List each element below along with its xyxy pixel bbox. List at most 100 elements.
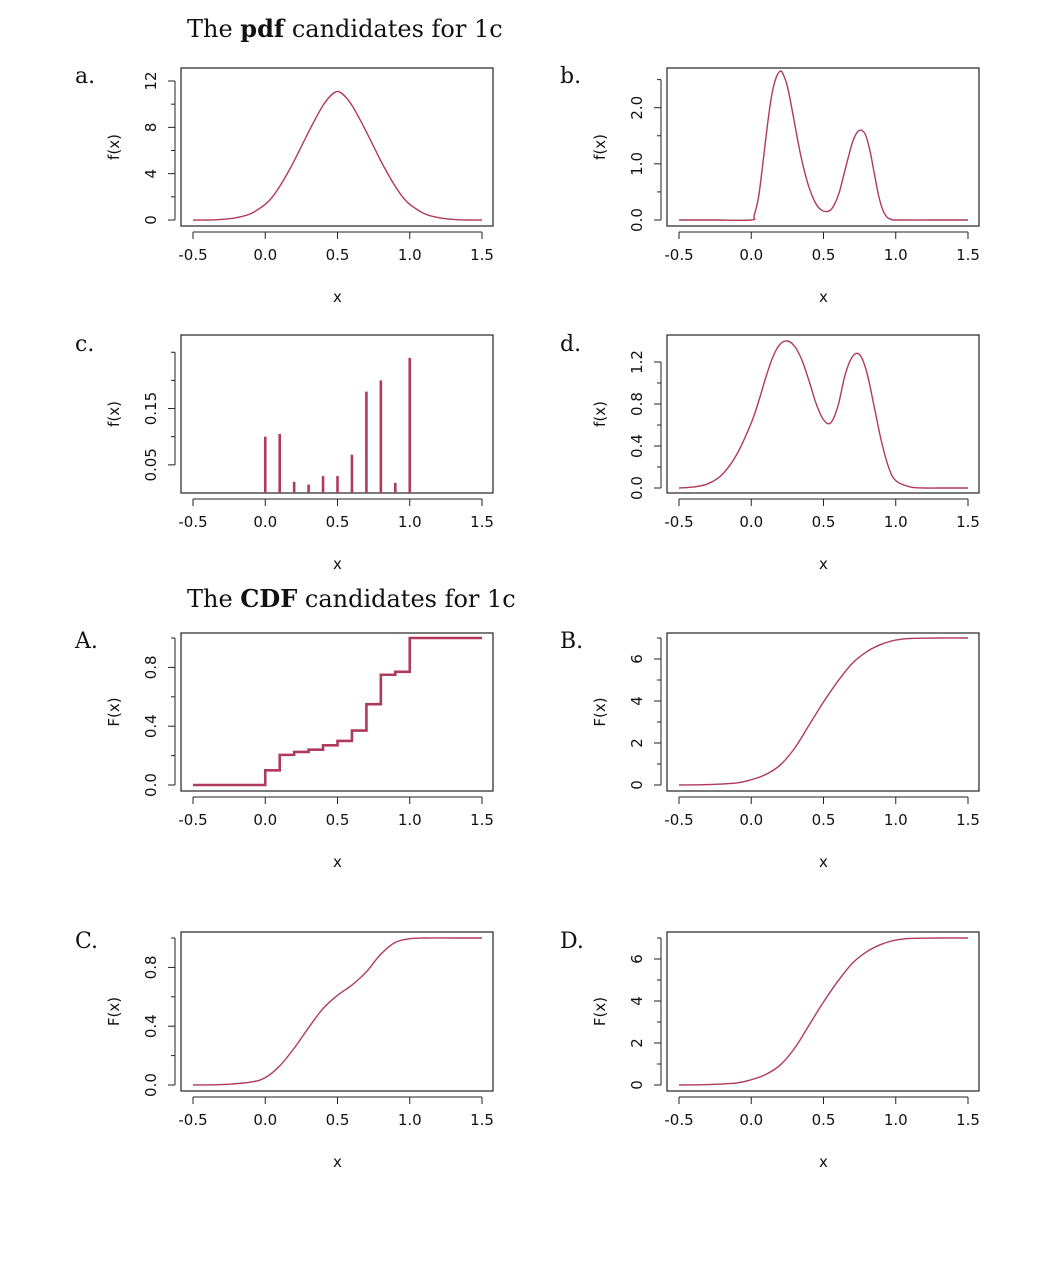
y-tick-label-C-1: 0.4 [142,1014,160,1038]
plot-frame-a [180,67,494,227]
x-tick-label-B-3: 1.0 [884,811,908,829]
y-axis-label-B: F(x) [591,697,609,726]
y-tick-label-b-2: 2.0 [628,96,646,120]
panel-letter-D: D. [560,929,584,954]
x-tick-label-c-2: 0.5 [326,513,350,531]
x-tick-label-b-0: -0.5 [664,246,693,264]
x-tick-label-B-4: 1.5 [956,811,980,829]
x-tick-label-C-2: 0.5 [326,1111,350,1129]
y-tick-label-D-2: 4 [628,996,646,1006]
x-tick-label-C-3: 1.0 [398,1111,422,1129]
y-tick-label-c-0: 0.05 [142,448,160,481]
x-tick-label-B-2: 0.5 [812,811,836,829]
x-tick-label-a-4: 1.5 [470,246,494,264]
y-tick-label-a-3: 12 [142,71,160,90]
x-tick-label-A-1: 0.0 [253,811,277,829]
plot-frame-C [180,931,494,1092]
cdf-section-heading: The CDF candidates for 1c [187,584,516,613]
y-tick-label-A-0: 0.0 [142,773,160,797]
x-axis-label-A: x [333,853,342,871]
x-tick-label-D-3: 1.0 [884,1111,908,1129]
y-tick-label-D-3: 6 [628,954,646,964]
x-axis-label-b: x [819,288,828,306]
pdf-heading-bold: pdf [240,14,285,43]
x-tick-label-D-0: -0.5 [664,1111,693,1129]
x-axis-label-d: x [819,555,828,573]
x-tick-label-d-4: 1.5 [956,513,980,531]
pdf-heading-prefix: The [187,15,241,43]
x-tick-label-D-1: 0.0 [739,1111,763,1129]
y-axis-label-b: f(x) [591,134,609,160]
panel-letter-C: C. [75,929,99,954]
pdf-heading-suffix: candidates for 1c [284,15,503,43]
x-tick-label-a-1: 0.0 [253,246,277,264]
y-tick-label-B-2: 4 [628,696,646,706]
x-tick-label-B-1: 0.0 [739,811,763,829]
step-curve-A [193,636,482,787]
x-tick-label-D-4: 1.5 [956,1111,980,1129]
x-tick-label-c-3: 1.0 [398,513,422,531]
y-axis-label-A: F(x) [105,697,123,726]
y-tick-label-a-1: 4 [142,169,160,179]
cdf-heading-prefix: The [187,585,241,613]
x-tick-label-b-3: 1.0 [884,246,908,264]
x-tick-label-c-0: -0.5 [178,513,207,531]
x-tick-label-a-3: 1.0 [398,246,422,264]
y-tick-label-d-1: 0.4 [628,434,646,458]
y-tick-label-C-0: 0.0 [142,1073,160,1097]
x-axis-label-c: x [333,555,342,573]
y-tick-label-a-0: 0 [142,215,160,225]
panel-letter-b: b. [560,64,582,89]
x-tick-label-C-1: 0.0 [253,1111,277,1129]
curve-b [679,70,968,222]
x-tick-label-b-1: 0.0 [739,246,763,264]
x-tick-label-A-3: 1.0 [398,811,422,829]
x-tick-label-a-0: -0.5 [178,246,207,264]
curve-d [678,340,968,489]
x-tick-label-d-1: 0.0 [739,513,763,531]
x-tick-label-c-1: 0.0 [253,513,277,531]
y-tick-label-B-0: 0 [628,780,646,790]
x-tick-label-d-0: -0.5 [664,513,693,531]
y-tick-label-b-1: 1.0 [628,152,646,176]
y-tick-label-D-0: 0 [628,1080,646,1090]
plot-frame-B [666,632,980,792]
x-tick-label-C-0: -0.5 [178,1111,207,1129]
y-axis-label-c: f(x) [105,401,123,427]
y-axis-label-d: f(x) [591,401,609,427]
y-tick-label-d-3: 1.2 [628,350,646,374]
y-tick-label-b-0: 0.0 [628,208,646,232]
x-tick-label-d-2: 0.5 [812,513,836,531]
pdf-section-heading: The pdf candidates for 1c [187,14,503,43]
panel-letter-a: a. [75,64,96,89]
x-tick-label-a-2: 0.5 [326,246,350,264]
x-axis-label-D: x [819,1153,828,1171]
x-axis-label-B: x [819,853,828,871]
x-tick-label-A-4: 1.5 [470,811,494,829]
panel-letter-A: A. [75,629,98,654]
x-tick-label-b-4: 1.5 [956,246,980,264]
x-tick-label-A-0: -0.5 [178,811,207,829]
y-tick-label-d-2: 0.8 [628,392,646,416]
x-tick-label-b-2: 0.5 [812,246,836,264]
y-tick-label-B-1: 2 [628,738,646,748]
panel-letter-c: c. [75,332,95,357]
y-tick-label-A-2: 0.8 [142,655,160,679]
plot-frame-b [666,67,980,227]
y-axis-label-D: F(x) [591,997,609,1026]
curve-a [192,90,483,221]
plot-frame-d [666,334,980,494]
panel-letter-d: d. [560,332,582,357]
curve-D [678,937,969,1086]
x-tick-label-B-0: -0.5 [664,811,693,829]
curve-B [678,637,969,786]
plot-frame-c [180,334,494,494]
y-tick-label-a-2: 8 [142,123,160,133]
plot-frame-A [180,632,494,792]
y-axis-label-a: f(x) [105,134,123,160]
cdf-heading-suffix: candidates for 1c [297,585,516,613]
x-tick-label-d-3: 1.0 [884,513,908,531]
x-tick-label-C-4: 1.5 [470,1111,494,1129]
x-tick-label-c-4: 1.5 [470,513,494,531]
